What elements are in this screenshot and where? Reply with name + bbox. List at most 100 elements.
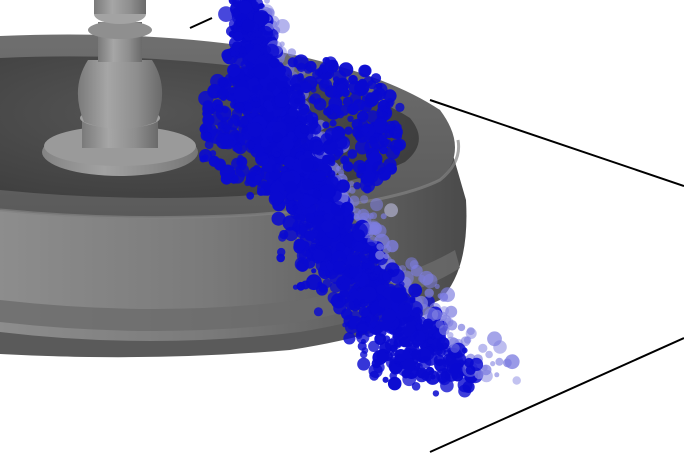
water-particle	[231, 157, 243, 170]
water-particle	[402, 358, 416, 372]
water-particle	[378, 299, 388, 308]
water-particle	[338, 169, 345, 176]
water-particle	[364, 92, 379, 107]
water-particle	[202, 114, 215, 126]
water-particle	[504, 354, 520, 370]
water-particle	[439, 324, 450, 336]
water-particle	[395, 102, 405, 112]
water-particle	[311, 268, 317, 274]
water-particle	[357, 341, 367, 351]
water-particle	[277, 247, 286, 257]
water-particle	[327, 65, 334, 72]
water-particle	[469, 357, 484, 371]
water-particle	[253, 10, 270, 26]
water-particle	[292, 220, 304, 232]
water-particle	[300, 158, 314, 172]
water-particle	[485, 350, 493, 359]
water-particle	[447, 332, 454, 339]
water-particle	[373, 118, 389, 134]
water-particle	[219, 164, 235, 180]
water-particle	[427, 338, 434, 345]
water-particle	[370, 73, 382, 84]
water-particle	[202, 131, 212, 141]
water-particle	[296, 281, 306, 291]
water-particle	[266, 82, 276, 92]
water-particle	[323, 213, 331, 220]
water-particle	[297, 73, 304, 80]
water-particle	[266, 104, 274, 113]
water-particle	[380, 213, 387, 220]
water-particle	[387, 376, 402, 391]
water-particle	[249, 30, 265, 45]
water-particle	[332, 70, 347, 85]
water-particle	[222, 107, 229, 114]
water-particle	[493, 340, 507, 354]
water-particle	[376, 243, 384, 251]
water-particle	[349, 310, 361, 322]
water-particle	[304, 230, 315, 241]
water-particle	[384, 203, 398, 218]
water-particle	[274, 92, 290, 108]
water-particle	[319, 261, 326, 268]
water-particle	[364, 279, 370, 285]
water-particle	[357, 323, 368, 334]
water-particle	[310, 123, 322, 135]
water-particle	[512, 376, 521, 385]
water-particle	[306, 274, 322, 291]
water-particle	[398, 281, 405, 288]
water-particle	[233, 31, 243, 41]
water-particle	[410, 330, 426, 346]
water-particle	[439, 376, 447, 384]
water-particle	[262, 109, 275, 122]
water-particle	[355, 80, 370, 95]
water-particle	[445, 305, 458, 318]
water-particle	[411, 349, 422, 360]
water-particle	[349, 254, 362, 267]
water-particle	[304, 140, 315, 151]
water-particle	[237, 154, 244, 161]
water-particle	[237, 116, 249, 128]
water-particle	[364, 316, 372, 323]
water-particle	[279, 41, 285, 47]
water-particle	[322, 278, 332, 288]
water-particle	[281, 87, 288, 94]
water-particle	[332, 260, 346, 274]
water-particle	[382, 272, 391, 281]
water-particle	[372, 314, 380, 322]
water-particle	[351, 237, 367, 253]
water-particle	[272, 132, 283, 143]
water-particle	[269, 57, 280, 69]
water-particle	[287, 193, 294, 201]
water-particle	[238, 46, 246, 54]
water-particle	[293, 213, 301, 220]
water-particle	[332, 105, 341, 114]
water-particle	[256, 187, 266, 196]
water-particle	[393, 148, 401, 155]
water-particle	[361, 311, 368, 318]
water-particle	[292, 284, 299, 290]
water-particle	[322, 121, 330, 129]
water-particle	[246, 191, 255, 200]
water-particle	[481, 364, 488, 371]
water-particle	[220, 95, 227, 102]
water-particle	[390, 287, 407, 304]
water-particle	[369, 222, 382, 235]
water-particle	[231, 108, 243, 120]
water-particle	[225, 139, 235, 148]
water-particle	[328, 159, 336, 167]
water-particle	[383, 89, 397, 103]
water-particle	[269, 191, 284, 205]
water-particle	[457, 323, 466, 332]
water-particle	[271, 163, 282, 173]
water-particle	[378, 134, 386, 142]
water-particle	[326, 262, 335, 271]
water-particle	[495, 357, 504, 366]
water-particle	[204, 140, 214, 150]
water-particle	[300, 194, 315, 208]
water-particle	[381, 308, 397, 324]
water-particle	[348, 74, 358, 85]
water-particle	[199, 155, 207, 163]
water-particle	[283, 156, 295, 168]
water-particle	[357, 357, 371, 371]
